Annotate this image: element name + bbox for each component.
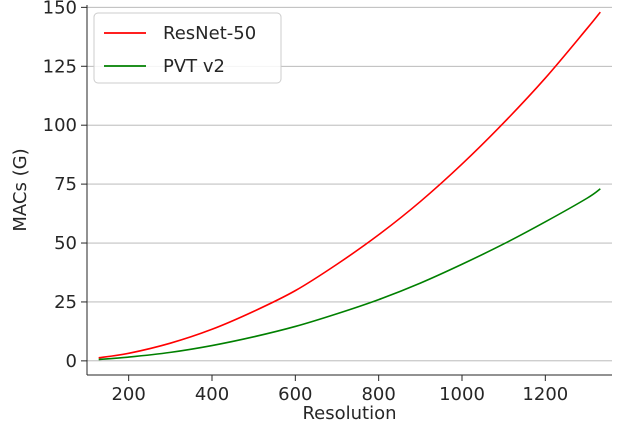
legend-label: ResNet-50: [163, 23, 256, 44]
x-tick-label: 200: [111, 384, 145, 405]
x-tick-label: 1200: [522, 384, 568, 405]
y-axis-label: MACs (G): [10, 148, 31, 231]
x-tick-label: 600: [278, 384, 312, 405]
y-tick-label: 50: [54, 233, 77, 254]
y-ticks: 0 25 50 75 100 125 150: [43, 0, 87, 372]
series-lines: [98, 11, 601, 361]
x-tick-label: 1000: [439, 384, 485, 405]
y-tick-label: 75: [54, 174, 77, 195]
y-tick-label: 100: [43, 115, 77, 136]
series-line-1: [98, 188, 601, 361]
y-tick-label: 125: [43, 56, 77, 77]
x-tick-label: 400: [195, 384, 229, 405]
y-tick-label: 25: [54, 292, 77, 313]
series-line-0: [98, 11, 601, 359]
y-tick-label: 0: [66, 351, 77, 372]
y-tick-label: 150: [43, 0, 77, 18]
x-tick-label: 800: [361, 384, 395, 405]
legend: ResNet-50 PVT v2: [93, 12, 282, 84]
x-ticks: 200 400 600 800 1000 1200: [111, 375, 568, 405]
legend-label: PVT v2: [163, 56, 225, 77]
x-axis-label: Resolution: [302, 403, 396, 424]
